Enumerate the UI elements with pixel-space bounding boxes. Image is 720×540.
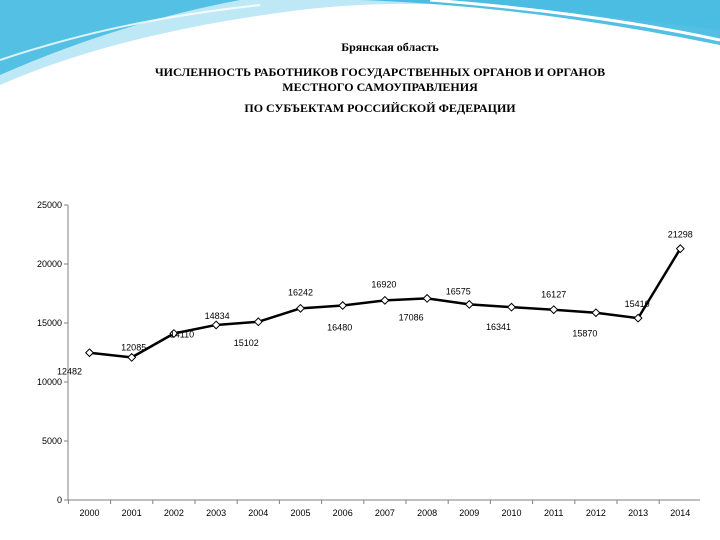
x-tick-label: 2008 [417, 508, 437, 518]
data-label: 16341 [486, 322, 511, 332]
x-tick-label: 2006 [333, 508, 353, 518]
data-label: 16480 [327, 323, 352, 333]
data-point-marker [633, 313, 643, 323]
data-point-marker [675, 244, 685, 254]
x-tick-label: 2007 [375, 508, 395, 518]
data-label: 14110 [170, 330, 194, 340]
data-label: 16920 [371, 279, 396, 289]
y-tick-label: 15000 [37, 318, 62, 328]
chart-title-line1: ЧИСЛЕННОСТЬ РАБОТНИКОВ ГОСУДАРСТВЕННЫХ О… [154, 65, 606, 79]
region-title: Брянская область [341, 40, 439, 54]
data-label: 15410 [625, 299, 650, 309]
data-point-marker [211, 320, 221, 330]
data-point-marker [591, 308, 601, 318]
y-tick-label: 5000 [42, 436, 62, 446]
data-label: 16575 [446, 286, 471, 296]
data-point-marker [253, 317, 263, 327]
y-tick-label: 25000 [37, 200, 62, 210]
data-label: 16242 [288, 287, 313, 297]
x-tick-label: 2003 [206, 508, 226, 518]
x-tick-label: 2004 [248, 508, 268, 518]
chart-title-line3: ПО СУБЪЕКТАМ РОССИЙСКОЙ ФЕДЕРАЦИИ [244, 101, 516, 115]
data-point-marker [549, 305, 559, 315]
data-point-marker [506, 302, 517, 312]
x-tick-label: 2005 [290, 508, 310, 518]
x-tick-label: 2001 [122, 508, 142, 518]
x-tick-label: 2014 [670, 508, 690, 518]
data-label: 12482 [57, 367, 82, 377]
data-point-marker [295, 303, 306, 313]
data-point-marker [422, 293, 432, 303]
x-tick-label: 2000 [79, 508, 99, 518]
data-point-marker [169, 328, 179, 339]
header-swoosh-decoration [0, 0, 720, 85]
x-tick-label: 2009 [459, 508, 479, 518]
data-point-marker [338, 301, 348, 311]
x-tick-label: 2002 [164, 508, 184, 518]
chart-title-block: Брянская область ЧИСЛЕННОСТЬ РАБОТНИКОВ … [80, 40, 680, 116]
x-tick-label: 2011 [544, 508, 563, 518]
data-label: 15870 [572, 329, 597, 339]
y-tick-label: 0 [57, 495, 62, 505]
data-label: 21298 [668, 230, 693, 240]
data-point-marker [127, 352, 137, 362]
chart-title-line2: МЕСТНОГО САМОУПРАВЛЕНИЯ [282, 80, 478, 94]
data-label: 15102 [234, 338, 259, 348]
data-point-marker [84, 348, 95, 358]
y-tick-label: 20000 [37, 259, 62, 269]
x-tick-label: 2012 [586, 508, 606, 518]
data-label: 14834 [205, 311, 230, 321]
data-label: 12085 [121, 342, 146, 352]
data-label: 16127 [541, 290, 566, 300]
data-point-marker [464, 299, 474, 309]
x-tick-label: 2010 [501, 508, 521, 518]
data-label: 17086 [399, 312, 424, 322]
x-tick-label: 2013 [628, 508, 648, 518]
data-point-marker [380, 295, 390, 305]
y-tick-label: 10000 [37, 377, 62, 387]
